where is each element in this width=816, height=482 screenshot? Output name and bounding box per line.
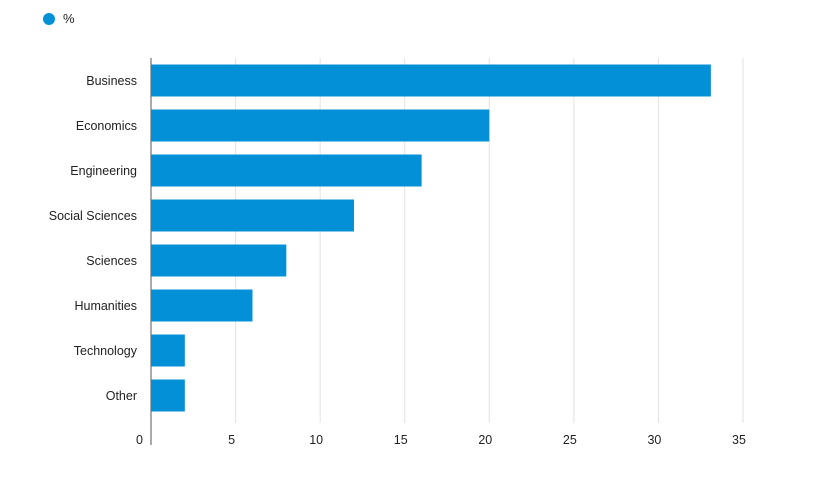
bar-humanities	[151, 289, 253, 322]
bar-business	[151, 64, 711, 97]
category-label: Other	[106, 389, 137, 403]
category-label: Engineering	[70, 164, 137, 178]
x-tick-label: 30	[647, 433, 661, 447]
category-label: Sciences	[86, 254, 137, 268]
bar-technology	[151, 334, 185, 367]
category-label: Humanities	[74, 299, 137, 313]
bar-social-sciences	[151, 199, 354, 232]
x-tick-label: 10	[309, 433, 323, 447]
bar-other	[151, 379, 185, 412]
legend-label: %	[63, 11, 75, 26]
bar-economics	[151, 109, 490, 142]
x-tick-label: 0	[136, 433, 143, 447]
category-label: Social Sciences	[49, 209, 137, 223]
category-label: Technology	[74, 344, 138, 358]
category-label: Business	[86, 74, 137, 88]
bar-sciences	[151, 244, 287, 277]
x-tick-label: 25	[563, 433, 577, 447]
x-tick-label: 15	[394, 433, 408, 447]
legend: %	[43, 11, 75, 26]
x-tick-label: 5	[228, 433, 235, 447]
legend-swatch	[43, 12, 55, 25]
x-tick-label: 35	[732, 433, 746, 447]
bar-engineering	[151, 154, 422, 187]
category-label: Economics	[76, 119, 137, 133]
x-tick-label: 20	[478, 433, 492, 447]
